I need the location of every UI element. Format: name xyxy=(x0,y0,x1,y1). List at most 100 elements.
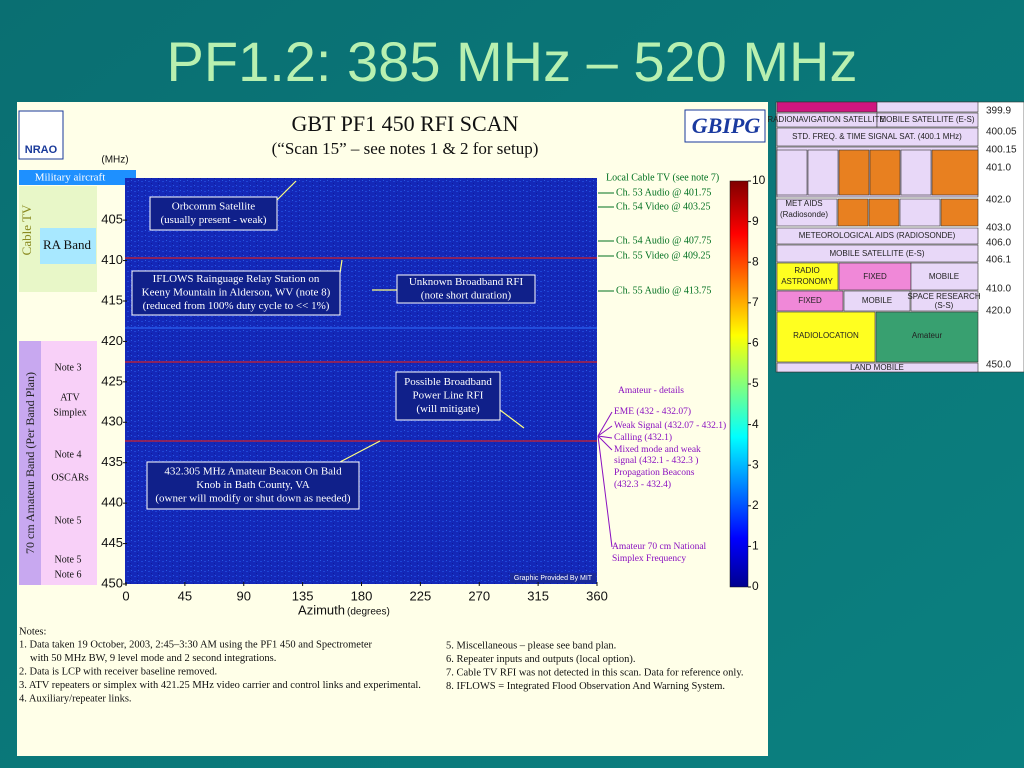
y-tick-label: 430 xyxy=(101,414,123,429)
band-label: STD. FREQ. & TIME SIGNAL SAT. (400.1 MHz… xyxy=(792,132,962,141)
callout-box xyxy=(131,270,341,316)
logo-right: GBIPG xyxy=(692,113,761,138)
callout-text: (owner will modify or shut down as neede… xyxy=(155,493,351,505)
callout-text: Orbcomm Satellite xyxy=(172,200,256,212)
colorbar-tick-label: 10 xyxy=(752,173,766,187)
x-tick-label: 0 xyxy=(122,588,129,603)
band-frequency: 400.15 xyxy=(986,145,1017,156)
amateur-note: EME (432 - 432.07) xyxy=(614,406,691,417)
x-tick-label: 225 xyxy=(410,588,432,603)
cable-note: Ch. 54 Video @ 403.25 xyxy=(616,201,711,212)
callout-text: 432.305 MHz Amateur Beacon On Bald xyxy=(164,466,342,478)
band-note: OSCARs xyxy=(51,472,88,483)
y-tick-label: 425 xyxy=(101,373,123,388)
note-arrow xyxy=(597,435,613,439)
callout-box xyxy=(146,461,360,510)
colorbar-tick-label: 0 xyxy=(752,579,759,593)
note-arrow xyxy=(597,435,613,548)
x-tick-label: 180 xyxy=(351,588,373,603)
callout-box xyxy=(149,196,278,231)
cable-note: Ch. 55 Audio @ 413.75 xyxy=(616,285,711,296)
callout-text: Possible Broadband xyxy=(404,376,492,388)
credit-box xyxy=(510,573,596,583)
band-frequency: 402.0 xyxy=(986,195,1011,206)
band-frequency: 400.05 xyxy=(986,127,1017,138)
x-tick-label: 90 xyxy=(237,588,251,603)
band-label: ASTRONOMY xyxy=(781,277,833,286)
slide-title: PF1.2: 385 MHz – 520 MHz xyxy=(167,30,858,93)
x-unit: (degrees) xyxy=(347,607,390,618)
band-note: Note 6 xyxy=(55,569,82,580)
callout-text: (usually present - weak) xyxy=(161,214,267,226)
credit: Graphic Provided By MIT xyxy=(514,575,593,582)
note-line: with 50 MHz BW, 9 level mode and 2 secon… xyxy=(30,653,276,664)
logo-left: NRAO xyxy=(25,144,58,156)
band-label: SPACE RESEARCH xyxy=(907,292,980,301)
band-label: MOBILE xyxy=(862,296,892,305)
amateur-notes xyxy=(41,341,97,585)
callout-box xyxy=(396,274,536,304)
band-note: Note 4 xyxy=(55,449,82,460)
amateur-note: Weak Signal (432.07 - 432.1) xyxy=(614,420,726,431)
amateur-label: 70 cm Amateur Band (Per Band Plan) xyxy=(23,372,37,554)
band-label: METEOROLOGICAL AIDS (RADIOSONDE) xyxy=(799,231,956,240)
note-line: 3. ATV repeaters or simplex with 421.25 … xyxy=(19,680,421,691)
logo-left-box xyxy=(18,110,64,160)
band-frequency: 406.1 xyxy=(986,255,1011,266)
y-tick-label: 450 xyxy=(101,575,123,590)
y-tick-label: 415 xyxy=(101,292,123,307)
note-line: 7. Cable TV RFI was not detected in this… xyxy=(446,668,744,679)
note-line: 8. IFLOWS = Integrated Flood Observation… xyxy=(446,681,725,692)
y-tick-label: 420 xyxy=(101,333,123,348)
amateur-note: Mixed mode and weak xyxy=(614,445,701,455)
y-tick-label: 410 xyxy=(101,252,123,267)
cable-note: Ch. 55 Video @ 409.25 xyxy=(616,250,711,261)
note-line: 2. Data is LCP with receiver baseline re… xyxy=(19,666,217,677)
band-label: MOBILE SATELLITE (E-S) xyxy=(880,115,975,124)
x-tick-label: 135 xyxy=(292,588,314,603)
logo-right-box xyxy=(684,109,766,143)
military-band xyxy=(19,170,136,185)
amateur-note: (432.3 - 432.4) xyxy=(614,479,671,490)
band-label: RADIONAVIGATION SATELLITE xyxy=(767,115,884,124)
note-line: 4. Auxiliary/repeater links. xyxy=(19,693,132,704)
callout-text: Unknown Broadband RFI xyxy=(409,276,524,288)
ra-band xyxy=(40,228,96,264)
note-arrow xyxy=(597,435,613,451)
amateur-note: Propagation Beacons xyxy=(614,468,695,478)
band-note: ATV xyxy=(60,392,80,403)
band-label: LAND MOBILE xyxy=(850,363,904,372)
note-arrow xyxy=(597,411,613,437)
callout-box xyxy=(395,371,501,421)
scan-subtitle: (“Scan 15” – see notes 1 & 2 for setup) xyxy=(272,139,539,158)
ra-band-label: RA Band xyxy=(43,237,92,252)
amateur-note: Simplex Frequency xyxy=(612,554,686,564)
callout-text: IFLOWS Rainguage Relay Station on xyxy=(153,273,320,285)
band-label: Amateur xyxy=(912,331,943,340)
cable-note: Local Cable TV (see note 7) xyxy=(606,172,719,183)
callout-text: (note short duration) xyxy=(421,289,512,301)
colorbar-tick-label: 6 xyxy=(752,336,759,350)
band-label: (Radiosonde) xyxy=(780,210,828,219)
amateur-note: signal (432.1 - 432.3 ) xyxy=(614,455,698,466)
y-unit: (MHz) xyxy=(101,155,128,166)
band-label: (S-S) xyxy=(935,301,954,310)
band-frequency: 399.9 xyxy=(986,106,1011,117)
x-tick-label: 45 xyxy=(178,588,192,603)
y-tick-label: 405 xyxy=(101,212,123,227)
y-tick-label: 445 xyxy=(101,535,123,550)
colorbar-tick-label: 2 xyxy=(752,498,759,512)
band-label: RADIO xyxy=(794,266,819,275)
scan-title: GBT PF1 450 RFI SCAN xyxy=(292,111,519,136)
colorbar-tick-label: 8 xyxy=(752,254,759,268)
colorbar-tick-label: 4 xyxy=(752,417,759,431)
amateur-note: Calling (432.1) xyxy=(614,432,672,443)
band-frequency: 401.0 xyxy=(986,163,1011,174)
note-line: 5. Miscellaneous – please see band plan. xyxy=(446,640,616,651)
band-label: MET AIDS xyxy=(785,199,822,208)
callout-text: Power Line RFI xyxy=(413,390,484,402)
colorbar-tick-label: 9 xyxy=(752,214,759,228)
band-note: Note 3 xyxy=(55,362,82,373)
military-label: Military aircraft xyxy=(35,172,106,184)
